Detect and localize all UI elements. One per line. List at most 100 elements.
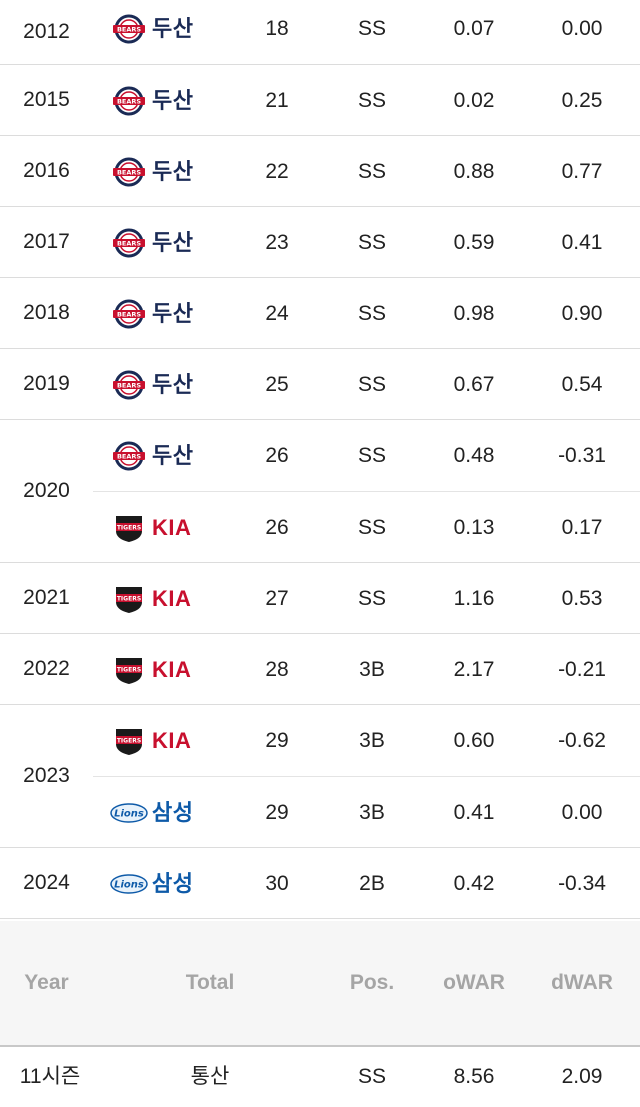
- team-cell[interactable]: BEARS 두산: [110, 0, 230, 57]
- dwar-cell: 0.25: [561, 89, 603, 112]
- logo-text: BEARS: [117, 452, 141, 460]
- dwar-cell: 0.77: [561, 160, 603, 183]
- position-cell: 2B: [359, 872, 385, 895]
- age-cell: 27: [265, 587, 289, 610]
- year-cell: 2021: [23, 586, 70, 609]
- bears-logo-icon: BEARS: [113, 86, 145, 115]
- dwar-cell: 0.90: [561, 302, 603, 325]
- tigers-logo-icon: TIGERS: [116, 728, 142, 755]
- owar-cell: 0.98: [453, 302, 495, 325]
- age-cell: 21: [265, 89, 289, 112]
- season-row: 2019 BEARS 두산 25 SS 0.67 0.54: [0, 349, 640, 420]
- position-cell: 3B: [359, 658, 385, 681]
- owar-cell: 0.59: [453, 231, 495, 254]
- age-cell: 28: [265, 658, 289, 681]
- team-name[interactable]: 삼성: [152, 800, 194, 825]
- dwar-cell: 0.41: [561, 231, 603, 254]
- team-entry: BEARS 두산 24 SS 0.98 0.90: [0, 278, 640, 349]
- team-name[interactable]: KIA: [152, 728, 192, 753]
- bears-logo-icon: BEARS: [113, 228, 145, 257]
- position-cell: SS: [357, 89, 386, 112]
- team-entry: BEARS 두산 22 SS 0.88 0.77: [0, 136, 640, 207]
- logo-text: BEARS: [117, 97, 141, 105]
- team-entry: Lions 삼성 29 3B 0.41 0.00: [93, 776, 640, 848]
- team-name[interactable]: 두산: [152, 230, 194, 255]
- age-cell: 30: [265, 872, 289, 895]
- team-name[interactable]: KIA: [152, 515, 192, 540]
- lions-logo-icon: Lions: [110, 802, 148, 823]
- position-cell: 3B: [359, 729, 385, 752]
- team-name[interactable]: 두산: [152, 372, 194, 397]
- team-name[interactable]: 삼성: [152, 871, 194, 896]
- team-cell[interactable]: BEARS 두산: [110, 65, 230, 136]
- dwar-cell: -0.31: [558, 444, 606, 467]
- team-cell[interactable]: Lions 삼성: [110, 848, 230, 919]
- year-cell: 2020: [23, 479, 70, 502]
- age-cell: 23: [265, 231, 289, 254]
- team-cell[interactable]: TIGERS KIA: [110, 563, 230, 634]
- season-row: 2020 BEARS 두산 26 SS 0.48 -0.31 TIGERS KIA 26 SS 0.1…: [0, 420, 640, 563]
- season-row: 2022 TIGERS KIA 28 3B 2.17 -0.21: [0, 634, 640, 705]
- team-cell[interactable]: BEARS 두산: [110, 207, 230, 278]
- team-cell[interactable]: BEARS 두산: [110, 278, 230, 349]
- header-year[interactable]: Year: [24, 971, 69, 994]
- header-pos[interactable]: Pos.: [349, 971, 395, 994]
- age-cell: 29: [265, 729, 289, 752]
- season-row: 2021 TIGERS KIA 27 SS 1.16 0.53: [0, 563, 640, 634]
- season-row: 2023 TIGERS KIA 29 3B 0.60 -0.62 Lions 삼성 29 3B 0.4…: [0, 705, 640, 848]
- logo-text: TIGERS: [117, 595, 141, 602]
- position-cell: SS: [357, 231, 386, 254]
- total-seasons: 11시즌: [19, 1065, 81, 1088]
- year-cell: 2019: [23, 372, 70, 395]
- team-name[interactable]: KIA: [152, 657, 192, 682]
- season-row: 2024 Lions 삼성 30 2B 0.42 -0.34: [0, 848, 640, 919]
- team-name[interactable]: 두산: [152, 159, 194, 184]
- tigers-logo-icon: TIGERS: [116, 586, 142, 613]
- logo-text: BEARS: [117, 25, 141, 33]
- career-total-row: 11시즌 통산 SS 8.56 2.09: [0, 1047, 640, 1103]
- age-cell: 26: [265, 444, 289, 467]
- position-cell: SS: [357, 373, 386, 396]
- team-entry: BEARS 두산 26 SS 0.48 -0.31: [0, 420, 640, 491]
- season-row: 2017 BEARS 두산 23 SS 0.59 0.41: [0, 207, 640, 278]
- year-cell: 2018: [23, 301, 70, 324]
- owar-cell: 0.42: [453, 872, 495, 895]
- position-cell: SS: [357, 160, 386, 183]
- team-name[interactable]: 두산: [152, 301, 194, 326]
- team-name[interactable]: 두산: [152, 443, 194, 468]
- age-cell: 29: [265, 801, 289, 824]
- dwar-cell: 0.00: [561, 17, 603, 40]
- team-cell[interactable]: TIGERS KIA: [110, 705, 230, 776]
- age-cell: 22: [265, 160, 289, 183]
- summary-section: Year Total Pos. oWAR dWAR 11시즌 통산 SS 8.5…: [0, 921, 640, 1103]
- team-name[interactable]: 두산: [152, 88, 194, 113]
- age-cell: 25: [265, 373, 289, 396]
- header-dwar[interactable]: dWAR: [551, 971, 613, 994]
- logo-text: Lions: [114, 808, 144, 819]
- team-name[interactable]: 두산: [152, 16, 194, 41]
- age-cell: 24: [265, 302, 289, 325]
- team-cell[interactable]: TIGERS KIA: [110, 634, 230, 705]
- header-total[interactable]: Total: [185, 971, 235, 994]
- year-cell: 2015: [23, 88, 70, 111]
- age-cell: 26: [265, 516, 289, 539]
- year-cell: 2017: [23, 230, 70, 253]
- team-name[interactable]: KIA: [152, 586, 192, 611]
- team-cell[interactable]: TIGERS KIA: [110, 492, 230, 563]
- team-cell[interactable]: BEARS 두산: [110, 420, 230, 491]
- team-cell[interactable]: BEARS 두산: [110, 349, 230, 420]
- year-cell: 2016: [23, 159, 70, 182]
- season-row: 2016 BEARS 두산 22 SS 0.88 0.77: [0, 136, 640, 207]
- position-cell: 3B: [359, 801, 385, 824]
- year-cell: 2024: [23, 871, 70, 894]
- logo-text: BEARS: [117, 310, 141, 318]
- position-cell: SS: [357, 17, 386, 40]
- season-row: 2018 BEARS 두산 24 SS 0.98 0.90: [0, 278, 640, 349]
- header-owar[interactable]: oWAR: [443, 971, 505, 994]
- team-cell[interactable]: Lions 삼성: [110, 777, 230, 848]
- team-cell[interactable]: BEARS 두산: [110, 136, 230, 207]
- logo-text: BEARS: [117, 168, 141, 176]
- total-pos: SS: [357, 1065, 386, 1088]
- team-entry: BEARS 두산 23 SS 0.59 0.41: [0, 207, 640, 278]
- owar-cell: 0.02: [453, 89, 495, 112]
